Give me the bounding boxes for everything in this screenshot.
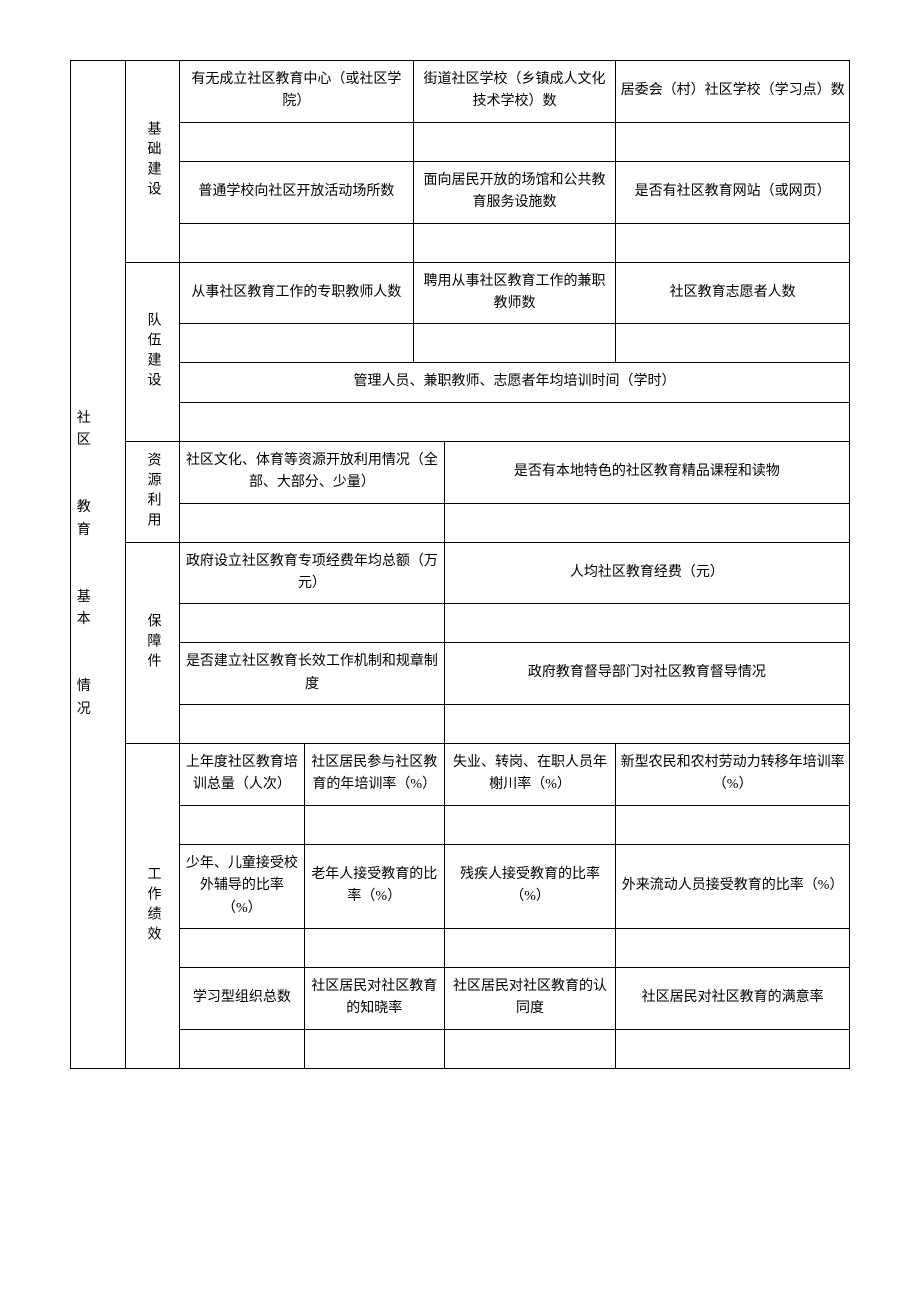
cell-duiwu-r1c1: 从事社区教育工作的专职教师人数 — [180, 262, 414, 324]
section-label-baozhang: 保障件 — [125, 542, 180, 744]
community-education-table: 社区教育基本情况 基础建设 有无成立社区教育中心（或社区学院） 街道社区学校（乡… — [70, 60, 850, 1069]
cell-jixiao-r1c1: 上年度社区教育培训总量（人次） — [180, 744, 305, 806]
cell-jixiao-r2c4: 外来流动人员接受教育的比率（%） — [616, 844, 850, 928]
cell-blank — [616, 929, 850, 968]
cell-blank — [180, 929, 305, 968]
cell-duiwu-r1c2: 聘用从事社区教育工作的兼职教师数 — [413, 262, 616, 324]
cell-baozhang-r1c1: 政府设立社区教育专项经费年均总额（万元） — [180, 542, 445, 604]
cell-ziyuan-c2: 是否有本地特色的社区教育精品课程和读物 — [444, 441, 849, 503]
cell-baozhang-r2c2: 政府教育督导部门对社区教育督导情况 — [444, 643, 849, 705]
cell-jixiao-r1c3: 失业、转岗、在职人员年榭川率（%） — [444, 744, 615, 806]
cell-baozhang-r2c1: 是否建立社区教育长效工作机制和规章制度 — [180, 643, 445, 705]
cell-duiwu-r1c3: 社区教育志愿者人数 — [616, 262, 850, 324]
cell-blank — [616, 122, 850, 161]
cell-jixiao-r2c1: 少年、儿童接受校外辅导的比率（%） — [180, 844, 305, 928]
cell-jixiao-r3c4: 社区居民对社区教育的满意率 — [616, 968, 850, 1030]
cell-blank — [616, 223, 850, 262]
cell-blank — [616, 805, 850, 844]
cell-blank — [180, 503, 445, 542]
cell-blank — [180, 324, 414, 363]
cell-blank — [444, 503, 849, 542]
cell-blank — [444, 705, 849, 744]
cell-blank — [180, 604, 445, 643]
cell-jixiao-r3c2: 社区居民对社区教育的知晓率 — [304, 968, 444, 1030]
cell-jixiao-r3c3: 社区居民对社区教育的认同度 — [444, 968, 615, 1030]
cell-blank — [444, 1029, 615, 1068]
section-label-duiwu: 队伍建设 — [125, 262, 180, 441]
cell-ziyuan-c1: 社区文化、体育等资源开放利用情况（全部、大部分、少量） — [180, 441, 445, 503]
cell-jichu-r1c2: 街道社区学校（乡镇成人文化技术学校）数 — [413, 61, 616, 123]
section-label-jixiao: 工作绩效 — [125, 744, 180, 1069]
cell-blank — [180, 402, 850, 441]
cell-jichu-r2c2: 面向居民开放的场馆和公共教育服务设施数 — [413, 161, 616, 223]
cell-blank — [413, 122, 616, 161]
cell-blank — [180, 122, 414, 161]
cell-blank — [304, 1029, 444, 1068]
cell-blank — [180, 1029, 305, 1068]
cell-baozhang-r1c2: 人均社区教育经费（元） — [444, 542, 849, 604]
cell-jichu-r2c1: 普通学校向社区开放活动场所数 — [180, 161, 414, 223]
cell-blank — [413, 324, 616, 363]
section-label-jichu: 基础建设 — [125, 61, 180, 263]
cell-jixiao-r3c1: 学习型组织总数 — [180, 968, 305, 1030]
cell-blank — [180, 805, 305, 844]
cell-jixiao-r1c4: 新型农民和农村劳动力转移年培训率（%） — [616, 744, 850, 806]
cell-jixiao-r1c2: 社区居民参与社区教育的年培训率（%） — [304, 744, 444, 806]
main-section-label: 社区教育基本情况 — [71, 61, 126, 1069]
cell-blank — [444, 929, 615, 968]
cell-blank — [444, 805, 615, 844]
cell-duiwu-r2full: 管理人员、兼职教师、志愿者年均培训时间（学时） — [180, 363, 850, 402]
cell-blank — [180, 705, 445, 744]
cell-blank — [616, 1029, 850, 1068]
cell-jichu-r2c3: 是否有社区教育网站（或网页） — [616, 161, 850, 223]
cell-jichu-r1c1: 有无成立社区教育中心（或社区学院） — [180, 61, 414, 123]
cell-jixiao-r2c3: 残疾人接受教育的比率（%） — [444, 844, 615, 928]
cell-blank — [304, 929, 444, 968]
cell-blank — [413, 223, 616, 262]
cell-blank — [616, 324, 850, 363]
cell-jixiao-r2c2: 老年人接受教育的比率（%） — [304, 844, 444, 928]
cell-jichu-r1c3: 居委会（村）社区学校（学习点）数 — [616, 61, 850, 123]
cell-blank — [444, 604, 849, 643]
cell-blank — [304, 805, 444, 844]
cell-blank — [180, 223, 414, 262]
form-table-container: 社区教育基本情况 基础建设 有无成立社区教育中心（或社区学院） 街道社区学校（乡… — [70, 60, 850, 1069]
section-label-ziyuan: 资源利用 — [125, 441, 180, 542]
